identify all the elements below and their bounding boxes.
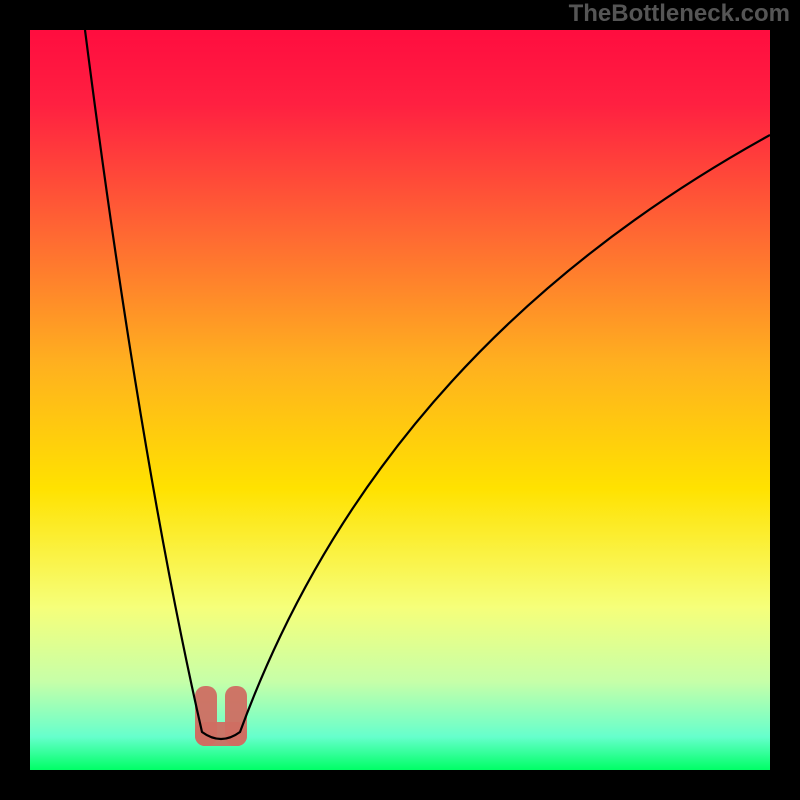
bottleneck-curve-chart — [30, 30, 770, 770]
plot-area — [30, 30, 770, 770]
gradient-background — [30, 30, 770, 770]
watermark-text: TheBottleneck.com — [569, 0, 790, 28]
chart-frame: TheBottleneck.com — [0, 0, 800, 800]
